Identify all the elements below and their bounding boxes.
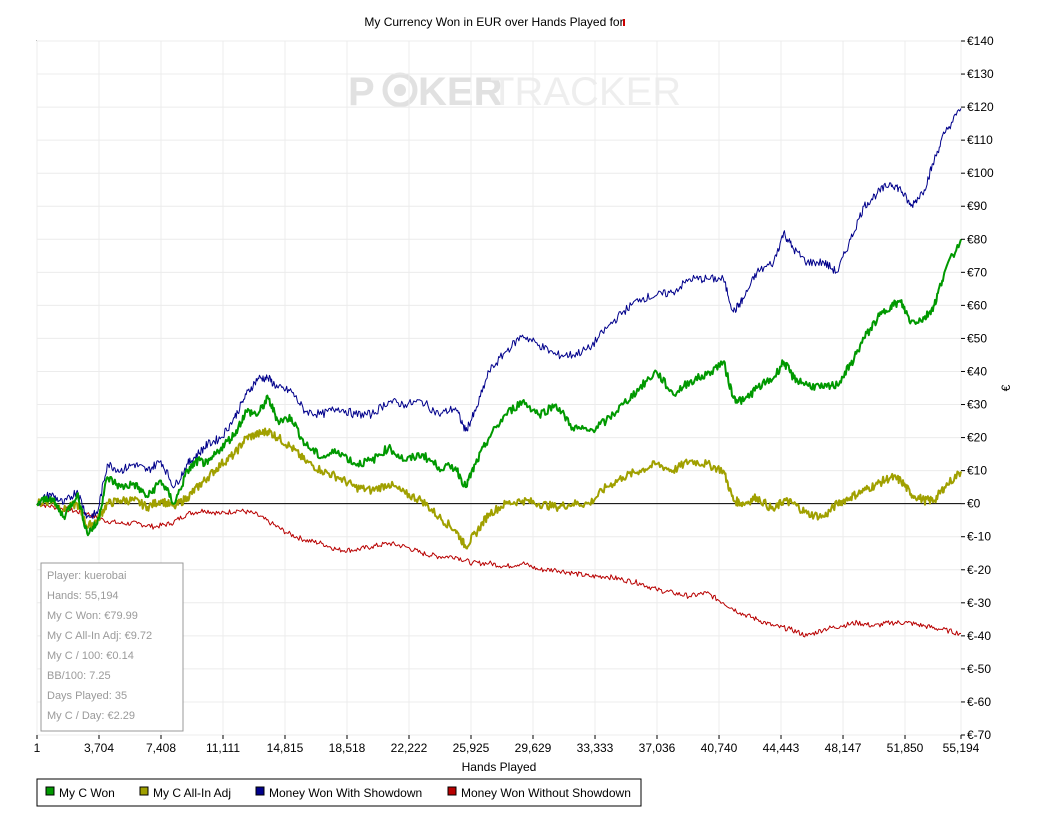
y-tick-label: €30 (967, 398, 987, 412)
series-lines (36, 108, 962, 638)
x-tick-label: 29,629 (515, 741, 552, 755)
y-axis-ticks: €140 €130 €120 €110 €100 €90 €80 €70 €60 €50 €40 €3… (961, 34, 994, 742)
y-tick-label: €-70 (967, 728, 991, 742)
legend-label: Money Won Without Showdown (461, 786, 631, 800)
series-line-my-c-won (36, 238, 962, 537)
y-tick-label: €-10 (967, 530, 991, 544)
y-tick-label: €-30 (967, 596, 991, 610)
stats-box: Player: kuerobai Hands: 55,194 My C Won: €… (40, 562, 184, 732)
y-tick-label: €20 (967, 431, 987, 445)
y-tick-label: €130 (967, 67, 994, 81)
x-tick-label: 3,704 (84, 741, 114, 755)
x-tick-label: 51,850 (887, 741, 924, 755)
legend-label: My C Won (59, 786, 115, 800)
legend-swatch (255, 786, 265, 796)
x-tick-label: 1 (34, 741, 41, 755)
plot-area (36, 40, 962, 736)
legend-swatch (45, 786, 55, 796)
y-tick-label: €90 (967, 199, 987, 213)
stats-line: My C All-In Adj: €9.72 (47, 630, 152, 642)
y-tick-label: €10 (967, 464, 987, 478)
x-tick-label: 7,408 (146, 741, 176, 755)
y-tick-label: €-20 (967, 563, 991, 577)
legend: My C Won My C All-In Adj Money Won With Sh… (36, 778, 642, 807)
legend-label: My C All-In Adj (153, 786, 231, 800)
y-tick-label: €120 (967, 100, 994, 114)
y-axis-label: € (999, 384, 1013, 391)
stats-line: My C / 100: €0.14 (47, 650, 134, 662)
x-tick-label: 44,443 (763, 741, 800, 755)
x-tick-label: 25,925 (453, 741, 490, 755)
y-tick-label: €140 (967, 34, 994, 48)
legend-swatch (447, 786, 457, 796)
chart-title: My Currency Won in EUR over Hands Played… (364, 15, 623, 29)
y-tick-label: €40 (967, 364, 987, 378)
y-tick-label: €-50 (967, 662, 991, 676)
y-tick-label: €60 (967, 298, 987, 312)
y-tick-label: €100 (967, 166, 994, 180)
stats-line: My C Won: €79.99 (47, 610, 138, 622)
x-tick-label: 18,518 (329, 741, 366, 755)
x-axis-label: Hands Played (462, 760, 537, 774)
stats-line: Hands: 55,194 (47, 590, 119, 602)
poker-chip-icon (382, 72, 418, 108)
y-tick-label: €-40 (967, 629, 991, 643)
x-tick-label: 48,147 (825, 741, 862, 755)
y-tick-label: €110 (967, 133, 993, 147)
series-line-money-won-without-showdown (36, 503, 962, 638)
x-tick-label: 22,222 (391, 741, 428, 755)
stats-line: My C / Day: €2.29 (47, 710, 135, 722)
y-tick-label: €-60 (967, 695, 991, 709)
x-tick-label: 11,111 (206, 741, 240, 755)
legend-label: Money Won With Showdown (269, 786, 422, 800)
x-tick-label: 40,740 (701, 741, 738, 755)
title-mark (623, 19, 625, 26)
x-axis-ticks: 1 3,704 7,408 11,111 14,815 18,518 22,222 25,92… (34, 735, 980, 755)
x-tick-label: 14,815 (267, 741, 304, 755)
y-tick-label: €80 (967, 232, 987, 246)
x-tick-label: 37,036 (639, 741, 676, 755)
y-tick-label: €70 (967, 265, 987, 279)
legend-swatch (139, 786, 149, 796)
y-tick-label: €50 (967, 331, 987, 345)
series-line-money-won-with-showdown (36, 108, 962, 520)
x-tick-label: 33,333 (577, 741, 614, 755)
stats-line: Player: kuerobai (47, 570, 127, 582)
y-tick-label: €0 (967, 497, 981, 511)
x-tick-label: 55,194 (943, 741, 980, 755)
series-line-my-c-all-in-adj (36, 427, 962, 550)
stats-line: BB/100: 7.25 (47, 670, 111, 682)
stats-line: Days Played: 35 (47, 690, 127, 702)
